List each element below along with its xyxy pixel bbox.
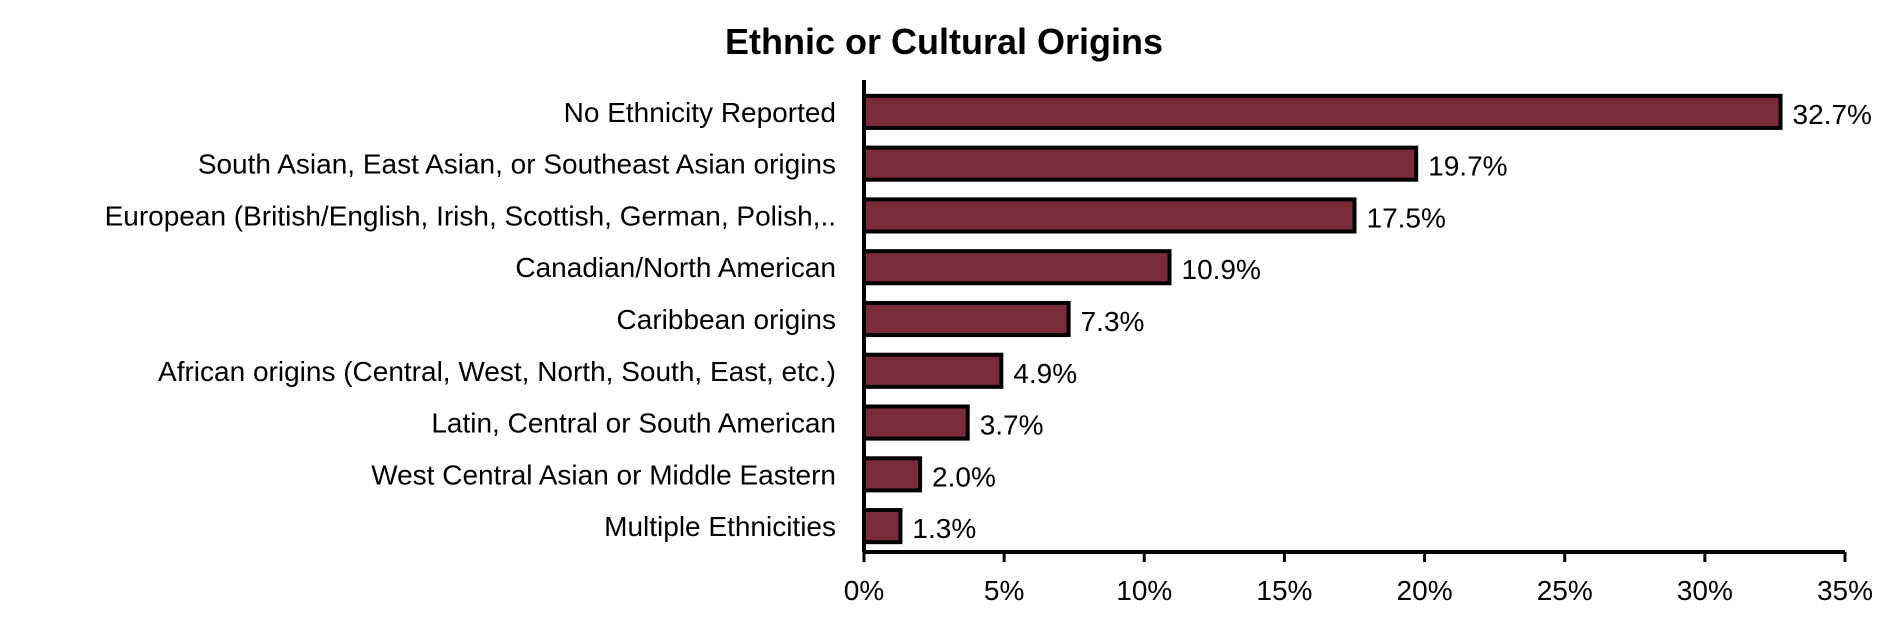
x-tick-label-4: 15% (1256, 575, 1312, 606)
value-label-6: 4.9% (1013, 358, 1077, 389)
plot-area: No Ethnicity Reported 32.7% South Asian, E… (105, 80, 1873, 606)
value-label-8: 2.0% (932, 461, 996, 492)
bar-1 (862, 93, 1783, 130)
x-tick-label-7: 30% (1677, 575, 1733, 606)
x-tick-label-1: 0% (844, 575, 884, 606)
bar-5 (862, 300, 1071, 338)
bar-3 (862, 197, 1357, 234)
category-label-4: Canadian/North American (515, 252, 836, 283)
bar-8 (862, 456, 923, 493)
value-label-3: 17.5% (1367, 202, 1446, 233)
bar-9 (862, 508, 903, 545)
bar-6 (862, 352, 1004, 389)
value-label-7: 3.7% (980, 410, 1044, 441)
category-label-3: European (British/English, Irish, Scotti… (105, 200, 836, 231)
value-label-5: 7.3% (1081, 306, 1145, 337)
x-tick-label-5: 20% (1397, 575, 1453, 606)
x-tick-label-2: 5% (984, 575, 1024, 606)
bar-2 (862, 145, 1419, 182)
category-label-1: No Ethnicity Reported (564, 97, 836, 128)
category-label-9: Multiple Ethnicities (604, 511, 836, 542)
bar-4 (862, 249, 1172, 286)
category-label-7: Latin, Central or South American (431, 408, 836, 439)
value-label-1: 32.7% (1793, 99, 1872, 130)
value-label-2: 19.7% (1428, 151, 1507, 182)
value-label-9: 1.3% (912, 513, 976, 544)
category-label-8: West Central Asian or Middle Eastern (371, 459, 836, 490)
x-tick-label-6: 25% (1537, 575, 1593, 606)
chart-title: Ethnic or Cultural Origins (725, 21, 1163, 62)
category-label-6: African origins (Central, West, North, S… (158, 356, 836, 387)
category-label-5: Caribbean origins (617, 304, 836, 335)
value-label-4: 10.9% (1182, 254, 1261, 285)
x-tick-label-3: 10% (1116, 575, 1172, 606)
bar-7 (862, 404, 970, 441)
x-tick-label-8: 35% (1817, 575, 1873, 606)
category-label-2: South Asian, East Asian, or Southeast As… (198, 149, 836, 180)
